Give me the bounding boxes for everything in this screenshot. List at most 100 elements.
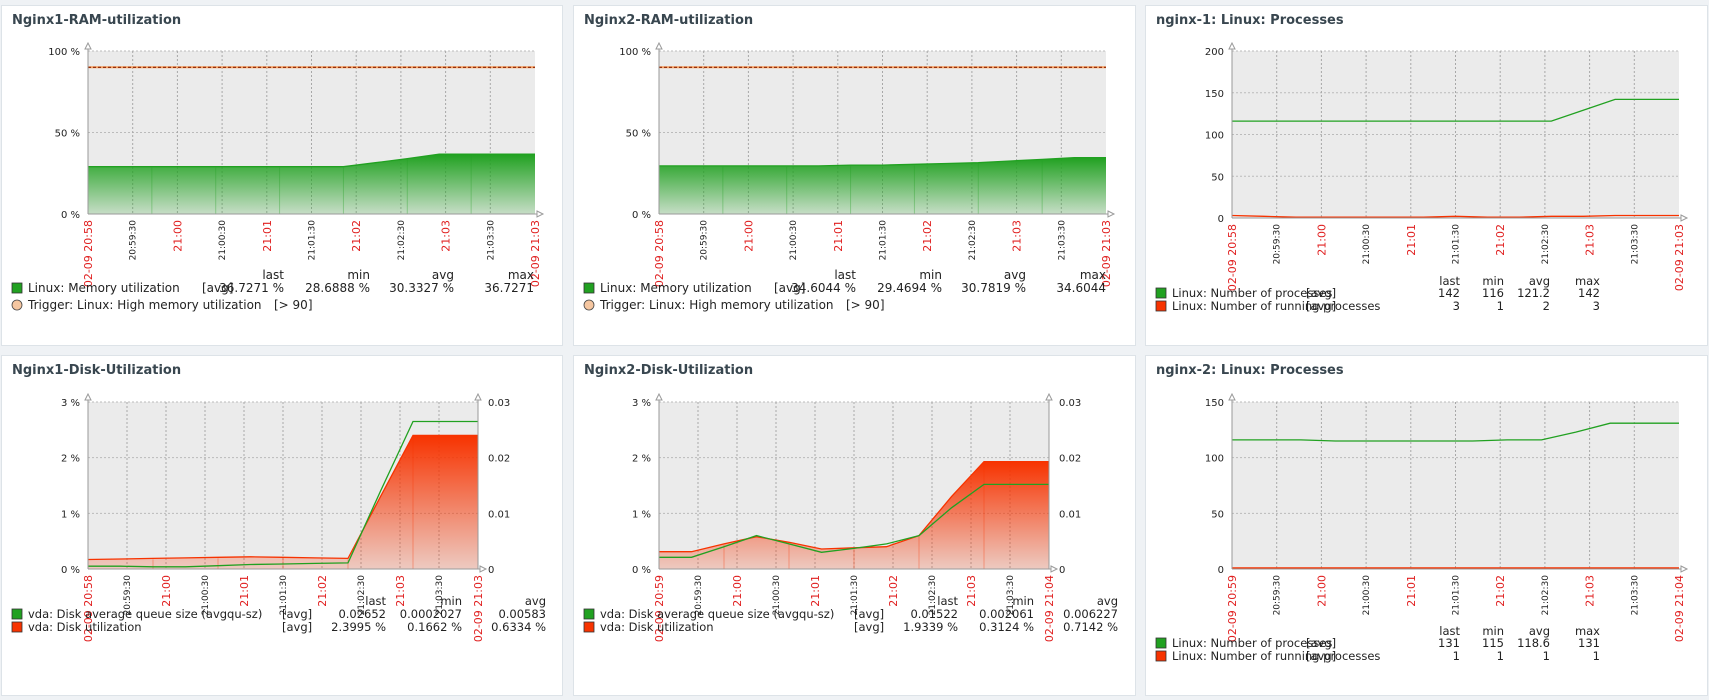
y-tick-label: 150	[1205, 398, 1224, 409]
legend-item-func: [avg]	[1306, 636, 1336, 650]
series-area	[88, 154, 535, 214]
legend-header: last	[1439, 624, 1460, 638]
widget-title: Nginx2-Disk-Utilization	[584, 363, 754, 378]
graph: 200 150 100 50 002-09 20:58 20:59:30 21:00 21:0…	[1155, 41, 1689, 313]
x-tick-label-major: 21:01	[238, 575, 251, 607]
legend-item-func: [avg]	[282, 620, 312, 634]
legend-header: avg	[1097, 594, 1118, 608]
x-tick-label-minor: 21:03:30	[1057, 220, 1067, 261]
x-tick-label-major: 02-09 21:03	[1100, 220, 1113, 287]
legend-value-max: 1	[1593, 649, 1600, 663]
legend-value-last: 0.02652	[338, 607, 386, 621]
x-tick-label-minor: 21:00:30	[1362, 224, 1372, 265]
y-tick-label: 50 %	[55, 129, 80, 140]
legend-header: last	[262, 268, 284, 282]
x-tick-label-minor: 20:59:30	[1273, 575, 1283, 616]
legend-header: avg	[1004, 268, 1026, 282]
y-axis-arrow	[84, 41, 92, 50]
x-tick-label-major: 21:02	[921, 220, 934, 252]
y-tick-label: 0 %	[632, 210, 651, 221]
x-tick-label-major: 02-09 21:03	[529, 220, 542, 287]
y-tick-label: 100 %	[619, 47, 651, 58]
x-tick-label-minor: 21:00:30	[789, 220, 799, 261]
x-tick-label-minor: 21:01:30	[308, 220, 318, 261]
y2-tick-label: 0.01	[1059, 509, 1081, 520]
widget-title: Nginx1-Disk-Utilization	[12, 363, 182, 378]
legend-value-avg: 121.2	[1517, 286, 1550, 300]
legend-item-func: [avg]	[854, 607, 884, 621]
x-tick-label-major: 02-09 20:59	[1226, 575, 1239, 642]
legend-item-func: [avg]	[1306, 299, 1336, 313]
legend-item-name: vda: Disk average queue size (avgqu-sz)	[600, 607, 834, 621]
widget-nginx2-processes: nginx-2: Linux: Processes 150 100 50 0 02-09…	[1145, 355, 1708, 696]
y-tick-label: 200	[1205, 47, 1224, 58]
legend-value-min: 0.002061	[979, 607, 1034, 621]
x-tick-label-minor: 21:01:30	[850, 575, 860, 616]
legend-value-min: 0.0002027	[400, 607, 462, 621]
legend-item-func: [> 90]	[274, 298, 313, 312]
legend-value-avg: 0.00583	[498, 607, 546, 621]
legend-header: avg	[1529, 624, 1550, 638]
legend-header: max	[508, 268, 534, 282]
legend-item-func: [avg]	[1306, 649, 1336, 663]
x-tick-label-major: 02-09 20:58	[653, 220, 666, 287]
x-tick-label-major: 21:02	[350, 220, 363, 252]
legend-header: min	[440, 594, 462, 608]
legend-item-name: Linux: Number of running processes	[1172, 649, 1380, 663]
x-tick-label-minor: 21:00:30	[1362, 575, 1372, 616]
y-tick-label: 0	[1218, 565, 1224, 576]
x-tick-label-minor: 20:59:30	[1273, 224, 1283, 265]
legend-item-name: Linux: Memory utilization	[28, 281, 180, 295]
legend-item-func: [avg]	[282, 607, 312, 621]
legend-item-func: [avg]	[202, 281, 233, 295]
x-tick-label-major: 21:03	[394, 575, 407, 607]
series-line	[88, 153, 535, 168]
legend-item-name: Linux: Number of processes	[1172, 636, 1332, 650]
legend-value-last: 1.9339 %	[903, 620, 958, 634]
x-tick-label-major: 21:02	[887, 575, 900, 607]
x-axis-arrow	[536, 210, 545, 218]
widget-nginx1-ram: Nginx1-RAM-utilization 100 % 50 % 0 % 02-09…	[1, 5, 563, 346]
y-tick-label: 2 %	[632, 454, 651, 465]
x-tick-label-major: 21:00	[731, 575, 744, 607]
legend-value-min: 28.6888 %	[305, 281, 370, 295]
legend-item-func: [> 90]	[846, 298, 885, 312]
legend-swatch	[583, 621, 595, 633]
y-axis-arrow	[1228, 41, 1236, 50]
y-tick-label: 1 %	[632, 509, 651, 520]
x-tick-label-minor: 20:59:30	[694, 575, 704, 616]
y2-tick-label: 0	[488, 565, 494, 576]
x-tick-label-minor: 21:03:30	[1630, 224, 1640, 265]
legend-swatch	[583, 282, 595, 294]
series-area	[659, 157, 1106, 214]
x-tick-label-major: 21:01	[1405, 224, 1418, 256]
legend-item-func: [avg]	[774, 281, 805, 295]
y-axis-arrow	[1228, 392, 1236, 401]
widget-nginx2-disk: Nginx2-Disk-Utilization 3 % 2 % 1 % 0 % 0.03…	[573, 355, 1136, 696]
x-tick-label-minor: 21:01:30	[279, 575, 289, 616]
series-line	[1232, 422, 1679, 442]
x-tick-label-minor: 21:03:30	[1630, 575, 1640, 616]
y-tick-label: 0 %	[61, 210, 80, 221]
x-tick-label-major: 21:02	[316, 575, 329, 607]
widget-nginx1-processes: nginx-1: Linux: Processes 200 150 100 50 0 02…	[1145, 5, 1708, 346]
x-tick-label-major: 21:03	[1584, 224, 1597, 256]
legend-value-last: 3	[1453, 299, 1460, 313]
legend-header: avg	[1529, 274, 1550, 288]
y-tick-label: 50	[1211, 172, 1224, 183]
legend-header: last	[1439, 274, 1460, 288]
x-tick-label-major: 21:03	[440, 220, 453, 252]
legend-item-name: vda: Disk average queue size (avgqu-sz)	[28, 607, 262, 621]
y2-tick-label: 0.01	[488, 509, 510, 520]
x-tick-label-major: 21:00	[171, 220, 184, 252]
legend-swatch	[11, 608, 23, 620]
legend-value-last: 142	[1438, 286, 1460, 300]
x-tick-label-major: 02-09 20:59	[653, 575, 666, 642]
y-tick-label: 150	[1205, 89, 1224, 100]
legend-item-func: [avg]	[1306, 286, 1336, 300]
legend-value-avg: 1	[1543, 649, 1550, 663]
x-axis-arrow	[1050, 565, 1059, 573]
legend-value-avg: 118.6	[1517, 636, 1550, 650]
y-tick-label: 0 %	[61, 565, 80, 576]
y2-tick-label: 0	[1059, 565, 1065, 576]
